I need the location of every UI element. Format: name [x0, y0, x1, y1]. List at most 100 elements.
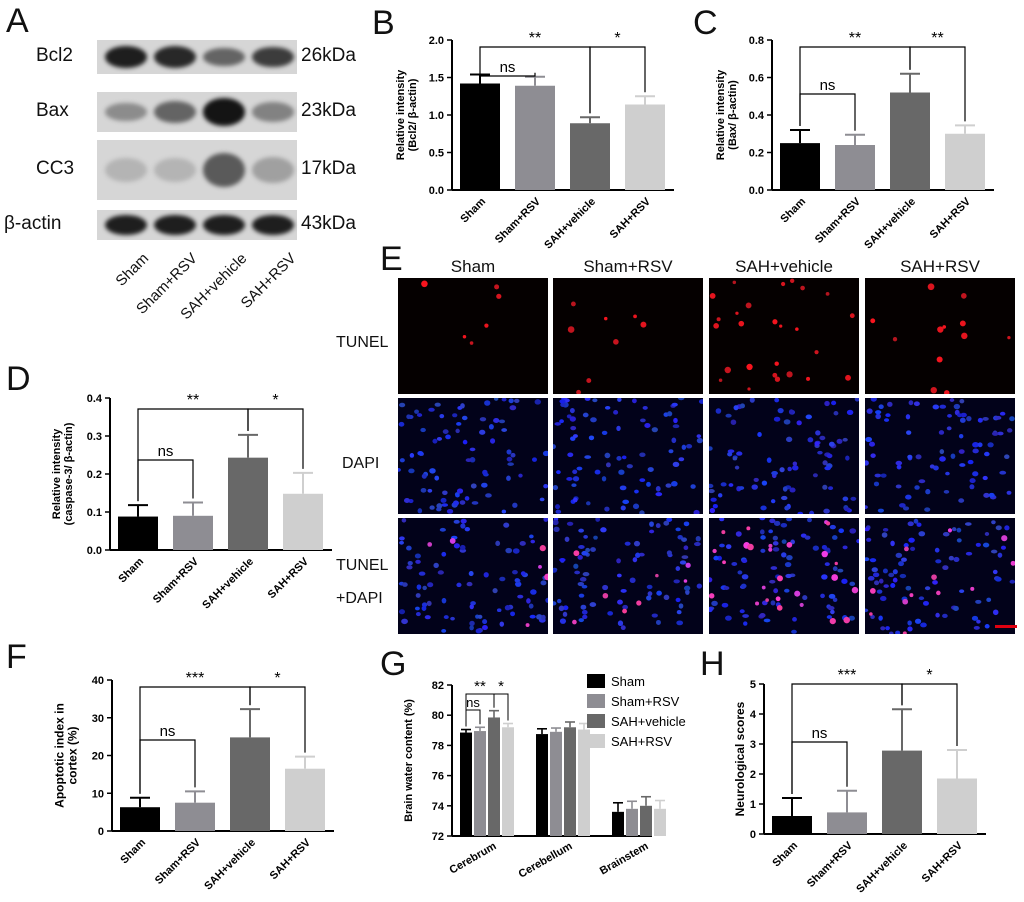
micro-column-header: SAH+vehicle — [735, 257, 833, 276]
y-axis-label: Brain water content (%) — [403, 699, 415, 822]
micro-row-label: TUNEL — [336, 334, 389, 351]
bar-sah-rsv — [937, 778, 977, 834]
bar-brainstem-sah-rsv — [654, 808, 666, 836]
y-tick-label: 0.5 — [429, 148, 444, 160]
significance-label: * — [274, 670, 280, 687]
y-tick-label: 82 — [432, 680, 444, 692]
blot-band — [252, 215, 294, 235]
chart-c-relative-intensity-bax: 0.0 0.2 0.4 0.6 0.8 Relative intensity(Bax/ β… — [715, 30, 994, 252]
plot-area: 0 10 20 30 40 Apoptotic index incortex (%) Sha… — [52, 670, 334, 892]
y-tick-label: 1.5 — [429, 73, 444, 85]
bar-cerebrum-sah-rsv — [502, 727, 514, 836]
y-axis-label: Relative intensity(Bcl2/ β-actin) — [395, 69, 419, 160]
x-tick-label: Sham — [770, 839, 800, 869]
y-tick-label: 0.0 — [429, 185, 444, 197]
micro-image-cell — [553, 278, 703, 394]
significance-label: ** — [849, 30, 861, 47]
legend: Sham Sham+RSV SAH+vehicle SAH+RSV — [587, 674, 686, 749]
x-tick-label: SAH+RSV — [920, 839, 966, 885]
blot-band — [203, 47, 245, 67]
micro-row-label: +DAPI — [336, 590, 383, 607]
y-tick-label: 0.2 — [749, 148, 764, 160]
blot-band — [105, 45, 147, 69]
significance-bracket — [249, 686, 306, 753]
chart-g-brain-water-content: 72 74 76 78 80 82 Brain water content (%) Cereb… — [403, 674, 686, 881]
x-tick-label: Sham — [116, 555, 146, 585]
bar-sham — [120, 807, 160, 831]
blot-band — [154, 157, 196, 183]
blot-band — [252, 102, 294, 122]
micro-image-cell — [398, 518, 548, 634]
micro-column-header: Sham+RSV — [583, 257, 673, 276]
chart-b-relative-intensity-bcl2: 0.0 0.5 1.0 1.5 2.0 Relative intensity(Bcl2/ … — [395, 30, 674, 251]
y-tick-label: 4 — [750, 709, 757, 721]
x-tick-label: Sham — [778, 195, 808, 225]
bar-sham — [780, 143, 820, 190]
significance-label: * — [614, 30, 620, 47]
blot-band — [105, 215, 147, 235]
legend-swatch — [587, 714, 605, 728]
micro-column-header: SAH+RSV — [900, 257, 980, 276]
y-tick-label: 1 — [750, 799, 756, 811]
y-tick-label: 0.2 — [87, 469, 102, 481]
bar-sham — [772, 816, 812, 834]
bar-cerebellum-sah-vehicle — [564, 727, 576, 836]
significance-label: ns — [500, 59, 516, 76]
bar-sah-rsv — [945, 133, 985, 190]
y-tick-label: 0.6 — [749, 73, 764, 85]
plot-area: 0.0 0.5 1.0 1.5 2.0 Relative intensity(Bcl2/ … — [395, 30, 674, 251]
y-tick-label: 2.0 — [429, 35, 444, 47]
bar-sah-rsv — [283, 493, 323, 550]
bar-sham-rsv — [175, 802, 215, 831]
significance-label: *** — [838, 667, 857, 684]
y-axis-label: Relative intensity(Bax/ β-actin) — [715, 69, 739, 160]
micro-image-cell — [865, 278, 1015, 394]
y-tick-label: 0.0 — [87, 545, 102, 557]
blot-kda-label: 17kDa — [301, 158, 356, 179]
bar-sah-vehicle — [570, 123, 610, 190]
x-tick-label: Cerebrum — [447, 840, 498, 876]
bar-brainstem-sham — [612, 811, 624, 836]
panel-letter-f: F — [6, 638, 27, 676]
x-tick-label: SAH+vehicle — [862, 196, 918, 252]
legend-swatch — [587, 734, 605, 748]
y-tick-label: 20 — [92, 751, 104, 763]
significance-bracket — [465, 709, 481, 727]
micro-image-cell — [553, 518, 703, 634]
bar-sham — [460, 83, 500, 190]
micro-image-cell — [709, 398, 859, 514]
y-tick-label: 0.4 — [87, 393, 103, 405]
micro-image-cell — [709, 518, 859, 634]
blot-kda-label: 23kDa — [301, 100, 356, 121]
x-tick-label: SAH+vehicle — [542, 196, 598, 252]
x-tick-label: Sham — [458, 195, 488, 225]
bar-sham-rsv — [827, 812, 867, 834]
blot-band — [252, 46, 294, 68]
x-tick-label: SAH+RSV — [608, 195, 654, 241]
y-tick-label: 30 — [92, 713, 104, 725]
blot-row-label: Bcl2 — [36, 45, 73, 66]
significance-label: * — [926, 667, 932, 684]
y-tick-label: 0 — [98, 826, 104, 838]
plot-area: 0.0 0.1 0.2 0.3 0.4 Relative intensity(caspas… — [51, 392, 332, 611]
y-tick-label: 40 — [92, 675, 104, 687]
significance-bracket — [479, 70, 536, 77]
micro-image-cell — [398, 398, 548, 514]
panel-letter-g: G — [380, 645, 407, 683]
bar-sham-rsv — [515, 85, 555, 190]
x-tick-label: Sham+RSV — [151, 555, 202, 606]
blot-band — [203, 215, 245, 235]
x-tick-label: Brainstem — [598, 840, 651, 877]
bar-sah-rsv — [625, 104, 665, 190]
micro-column-header: Sham — [450, 257, 496, 276]
significance-label: *** — [186, 670, 205, 687]
y-tick-label: 0.8 — [749, 35, 764, 47]
y-tick-label: 80 — [432, 710, 444, 722]
blot-strip — [97, 40, 297, 74]
micro-image-cell — [865, 518, 1015, 634]
bar-sah-vehicle — [882, 750, 922, 834]
y-tick-label: 78 — [432, 740, 444, 752]
bar-cerebellum-sham-rsv — [550, 731, 562, 836]
blot-band — [203, 153, 245, 187]
